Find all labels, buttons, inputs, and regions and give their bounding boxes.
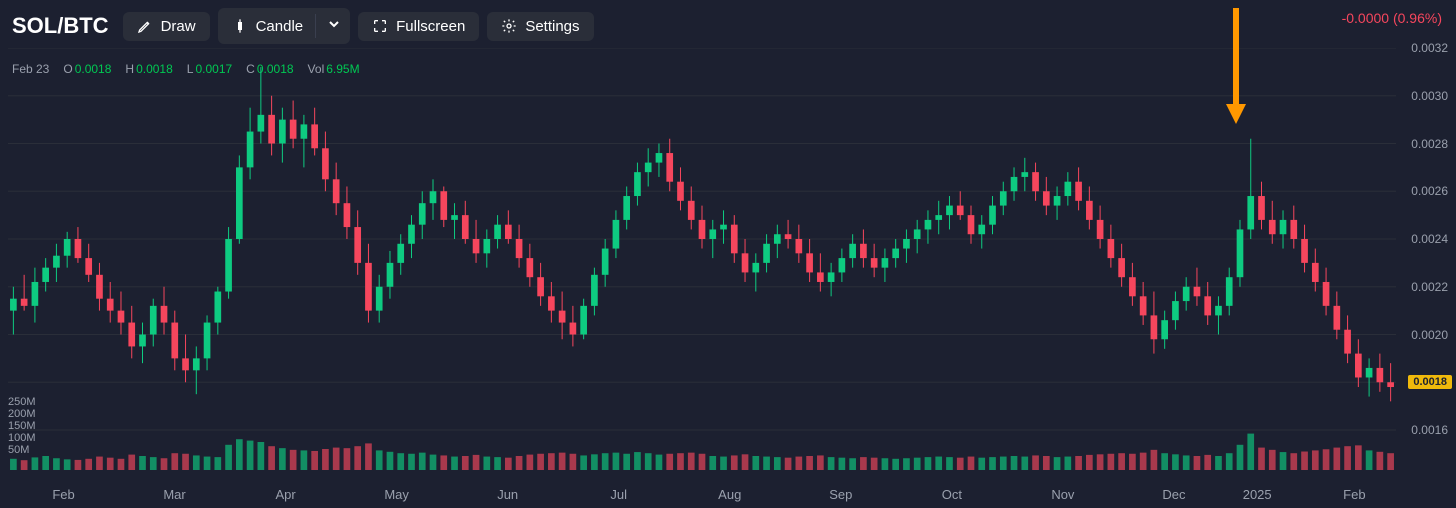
draw-label: Draw bbox=[161, 18, 196, 35]
price-tick: 0.0032 bbox=[1411, 41, 1448, 55]
draw-button[interactable]: Draw bbox=[123, 12, 210, 41]
time-tick: Jun bbox=[497, 487, 518, 502]
candle-button[interactable]: Candle bbox=[218, 8, 351, 44]
volume-tick: 200M bbox=[8, 408, 36, 420]
time-tick: 2025 bbox=[1243, 487, 1272, 502]
fullscreen-icon bbox=[372, 18, 388, 34]
time-tick: Apr bbox=[275, 487, 295, 502]
time-tick: Mar bbox=[163, 487, 185, 502]
candlestick-chart bbox=[0, 48, 1396, 508]
price-tick: 0.0020 bbox=[1411, 328, 1448, 342]
fullscreen-button[interactable]: Fullscreen bbox=[358, 12, 479, 41]
time-tick: Dec bbox=[1162, 487, 1185, 502]
candle-label: Candle bbox=[256, 18, 304, 35]
time-tick: Oct bbox=[942, 487, 962, 502]
volume-y-axis: 250M200M150M100M50M bbox=[8, 396, 36, 456]
price-tick: 0.0022 bbox=[1411, 280, 1448, 294]
current-price-tag: 0.0018 bbox=[1408, 375, 1452, 389]
price-tick: 0.0026 bbox=[1411, 184, 1448, 198]
price-tick: 0.0016 bbox=[1411, 423, 1448, 437]
volume-tick: 100M bbox=[8, 432, 36, 444]
volume-tick: 250M bbox=[8, 396, 36, 408]
time-tick: Feb bbox=[1343, 487, 1365, 502]
volume-tick: 50M bbox=[8, 444, 36, 456]
settings-label: Settings bbox=[525, 18, 579, 35]
time-tick: Sep bbox=[829, 487, 852, 502]
time-tick: Nov bbox=[1051, 487, 1074, 502]
annotation-arrow bbox=[1222, 8, 1250, 133]
volume-tick: 150M bbox=[8, 420, 36, 432]
time-x-axis[interactable]: Feb Mar Apr May Jun Jul Aug Sep Oct Nov Dec 2025 Feb bbox=[0, 484, 1400, 502]
chevron-down-icon[interactable] bbox=[315, 14, 344, 38]
trading-pair: SOL/BTC bbox=[12, 13, 109, 39]
candle-icon bbox=[232, 18, 248, 34]
pencil-icon bbox=[137, 18, 153, 34]
chart-area[interactable] bbox=[0, 48, 1396, 508]
time-tick: Aug bbox=[718, 487, 741, 502]
gear-icon bbox=[501, 18, 517, 34]
time-tick: Jul bbox=[610, 487, 627, 502]
price-change: -0.0000 (0.96%) bbox=[1342, 10, 1442, 26]
fullscreen-label: Fullscreen bbox=[396, 18, 465, 35]
time-tick: May bbox=[384, 487, 409, 502]
price-tick: 0.0028 bbox=[1411, 137, 1448, 151]
price-tick: 0.0030 bbox=[1411, 89, 1448, 103]
settings-button[interactable]: Settings bbox=[487, 12, 593, 41]
price-y-axis[interactable]: 0.0016 0.0018 0.0020 0.0022 0.0024 0.0026 0.00… bbox=[1400, 48, 1456, 500]
price-tick: 0.0024 bbox=[1411, 232, 1448, 246]
time-tick: Feb bbox=[52, 487, 74, 502]
